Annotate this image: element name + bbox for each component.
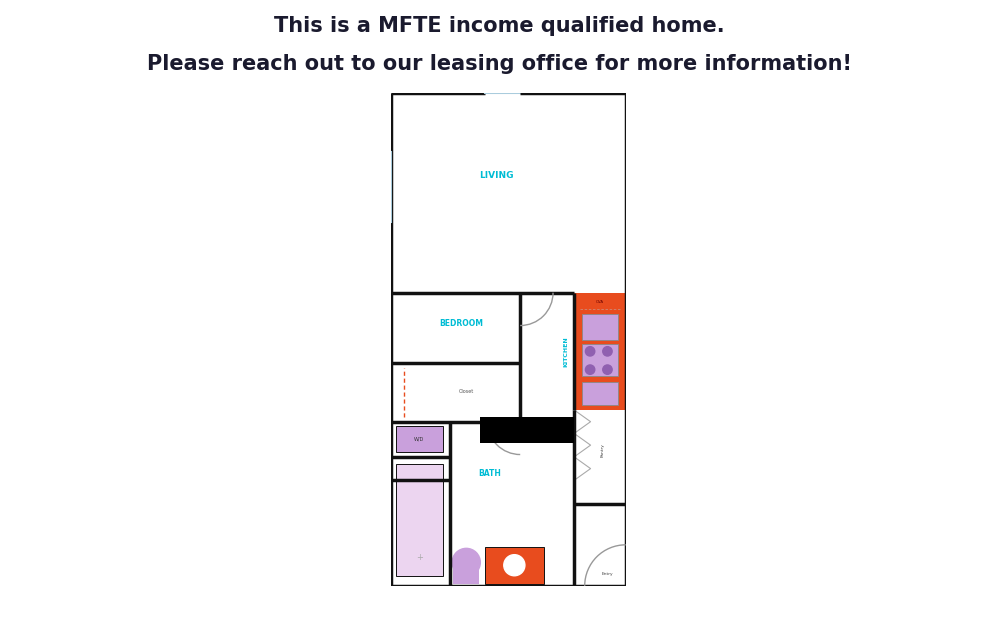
Text: W/D: W/D [414,437,424,442]
Text: Pantry: Pantry [600,443,605,457]
Text: OVA: OVA [596,300,604,304]
Text: Entry: Entry [601,572,613,576]
Text: Please reach out to our leasing office for more information!: Please reach out to our leasing office f… [147,54,851,74]
Bar [485,547,544,583]
Bar [480,417,574,443]
Bar [583,344,618,376]
Bar [583,314,618,339]
Circle shape [504,555,525,576]
Text: This is a MFTE income qualified home.: This is a MFTE income qualified home. [273,16,725,36]
Text: LIVING: LIVING [479,171,514,180]
Text: +: + [416,553,423,562]
Bar [453,568,479,583]
Text: Closet: Closet [459,389,474,394]
Bar [583,382,618,405]
Circle shape [603,365,612,374]
Bar [396,464,443,577]
Circle shape [586,365,595,374]
Text: KITCHEN: KITCHEN [564,336,569,367]
Text: BEDROOM: BEDROOM [439,319,484,327]
Circle shape [586,347,595,356]
Bar [574,293,626,410]
Circle shape [452,548,480,577]
Text: BATH: BATH [478,469,501,478]
Circle shape [603,347,612,356]
Bar [396,426,443,452]
